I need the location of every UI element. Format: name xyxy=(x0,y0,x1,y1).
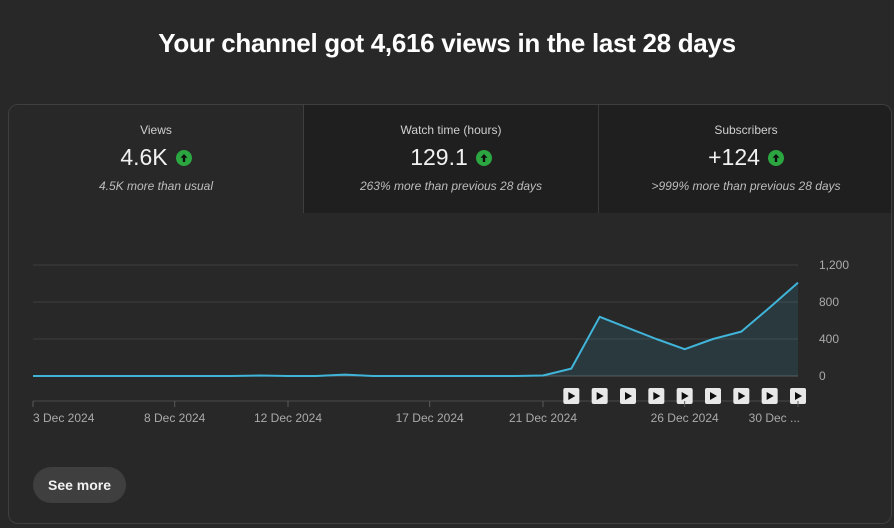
tab-label: Views xyxy=(140,123,172,137)
tab-subtext: 263% more than previous 28 days xyxy=(359,179,543,193)
y-tick-label: 800 xyxy=(819,295,839,309)
arrow-up-icon xyxy=(767,149,784,166)
tab-subtext: 4.5K more than usual xyxy=(98,179,214,193)
chart-container: 0 400 800 1,200 3 Dec 2024 8 Dec 2024 12 Dec 2… xyxy=(9,213,891,448)
metric-tabs: Views 4.6K 4.5K more than usual Watch ti… xyxy=(9,105,891,213)
video-marker-icon[interactable] xyxy=(705,388,721,404)
video-marker-icon[interactable] xyxy=(563,388,580,404)
x-tick-label: 12 Dec 2024 xyxy=(254,411,322,425)
tab-value: +124 xyxy=(708,144,760,170)
tab-value: 129.1 xyxy=(410,144,468,170)
x-tick-label: 8 Dec 2024 xyxy=(144,411,206,425)
tab-label: Watch time (hours) xyxy=(400,123,502,137)
tab-subtext: >999% more than previous 28 days xyxy=(651,179,841,193)
series-area xyxy=(33,282,798,376)
video-marker-icon[interactable] xyxy=(761,388,778,404)
video-marker-icon[interactable] xyxy=(733,388,750,404)
tab-subscribers[interactable]: Subscribers +124 >999% more than previou… xyxy=(599,105,891,213)
video-marker-icon[interactable] xyxy=(591,388,608,404)
y-tick-label: 400 xyxy=(819,332,839,346)
x-tick-label: 17 Dec 2024 xyxy=(396,411,464,425)
tab-watch-time[interactable]: Watch time (hours) 129.1 263% more than … xyxy=(304,105,599,213)
page-headline: Your channel got 4,616 views in the last… xyxy=(158,28,736,58)
video-marker-icon[interactable] xyxy=(620,388,636,404)
x-tick-label: 3 Dec 2024 xyxy=(33,411,95,425)
x-tick-label: 21 Dec 2024 xyxy=(509,411,577,425)
y-tick-label: 0 xyxy=(819,369,826,383)
analytics-card: Views 4.6K 4.5K more than usual Watch ti… xyxy=(8,104,892,524)
video-marker-icon[interactable] xyxy=(676,388,693,404)
tab-label: Subscribers xyxy=(714,123,778,137)
y-tick-label: 1,200 xyxy=(819,258,849,272)
x-tick-label: 30 Dec ... xyxy=(749,411,800,425)
arrow-up-icon xyxy=(175,149,192,166)
video-marker-icon[interactable] xyxy=(790,388,806,404)
arrow-up-icon xyxy=(475,149,492,166)
video-marker-icon[interactable] xyxy=(648,388,665,404)
tab-views[interactable]: Views 4.6K 4.5K more than usual xyxy=(9,105,304,213)
series-line xyxy=(33,281,799,377)
x-tick-label: 26 Dec 2024 xyxy=(651,411,719,425)
tab-value: 4.6K xyxy=(120,144,168,170)
see-more-button[interactable]: See more xyxy=(33,467,127,503)
views-chart: 0 400 800 1,200 3 Dec 2024 8 Dec 2024 12 Dec 2… xyxy=(32,258,849,425)
